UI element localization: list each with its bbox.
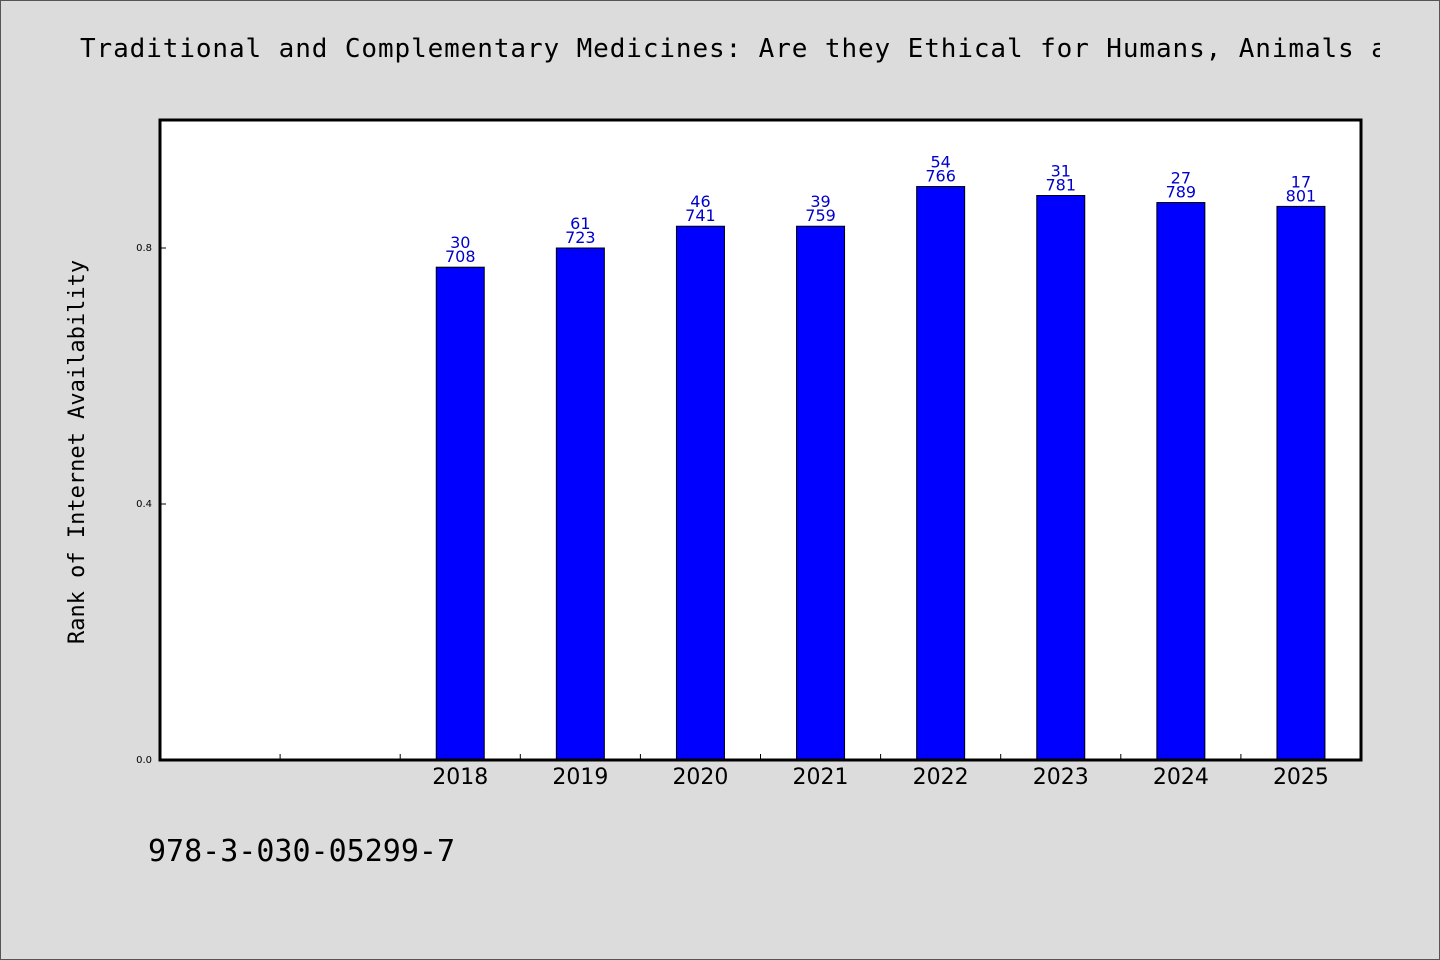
isbn-text: 978-3-030-05299-7: [148, 834, 456, 869]
bar-label-top-2019: 61: [570, 214, 590, 233]
chart-title: Traditional and Complementary Medicines:…: [80, 34, 1380, 64]
bar-2018: [435, 266, 485, 761]
bar-label-bottom-2019: 723: [565, 228, 596, 247]
x-tick-label-2024: 2024: [1153, 765, 1209, 790]
y-axis-label: Rank of Internet Availability: [65, 260, 90, 644]
x-tick-label-2018: 2018: [432, 765, 488, 790]
y-tick-label-0.4: 0.4: [136, 499, 152, 510]
x-tick-label-2020: 2020: [672, 765, 728, 790]
x-tick-label-2019: 2019: [552, 765, 608, 790]
bar-label-top-2018: 30: [450, 233, 470, 252]
x-tick-label-2021: 2021: [793, 765, 849, 790]
bar-label-bottom-2023: 781: [1045, 176, 1076, 195]
bar-2023: [1036, 195, 1086, 761]
bar-label-top-2023: 31: [1051, 162, 1071, 181]
bar-2025: [1276, 205, 1326, 761]
bar-label-bottom-2021: 759: [805, 206, 836, 225]
axis-ticks: 2018 2019 2020 2021 2022 2023 2024 2025 0.0 0.4 0.…: [136, 243, 1329, 790]
x-tick-label-2022: 2022: [913, 765, 969, 790]
plot-border: [158, 118, 1363, 762]
bar-2022: [916, 186, 966, 761]
bar-label-top-2020: 46: [690, 192, 710, 211]
x-tick-label-2025: 2025: [1273, 765, 1329, 790]
bar-2021: [796, 225, 846, 761]
bar-label-bottom-2024: 789: [1166, 183, 1197, 202]
bar-label-bottom-2025: 801: [1286, 186, 1317, 205]
bar-label-top-2024: 27: [1171, 169, 1191, 188]
y-tick-label-0.8: 0.8: [136, 243, 152, 254]
bar-label-bottom-2022: 766: [925, 167, 956, 186]
bar-2024: [1156, 202, 1206, 761]
bar-label-bottom-2018: 708: [445, 247, 476, 266]
bar-2019: [555, 247, 605, 761]
bar-label-top-2022: 54: [930, 153, 950, 172]
x-tick-label-2023: 2023: [1033, 765, 1089, 790]
bar-2020: [675, 225, 725, 761]
y-tick-label-0.0: 0.0: [136, 755, 152, 766]
bar-label-bottom-2020: 741: [685, 206, 716, 225]
bar-label-top-2021: 39: [810, 192, 830, 211]
bar-label-top-2025: 17: [1291, 172, 1311, 191]
